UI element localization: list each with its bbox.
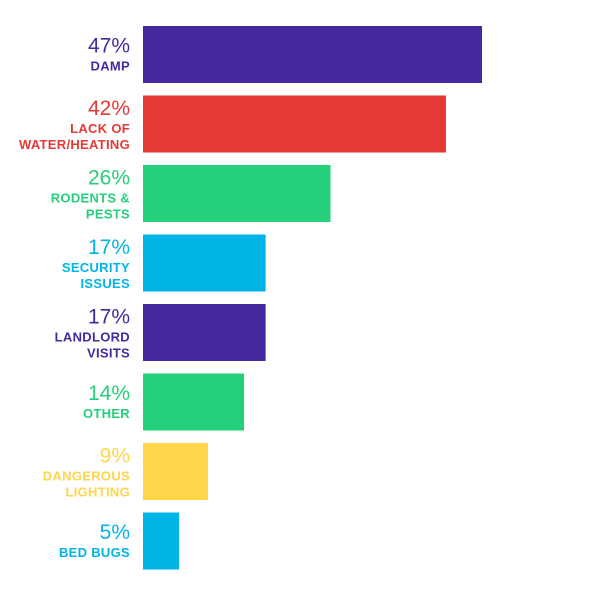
- value-label-5: 14%: [88, 382, 130, 405]
- value-label-4: 17%: [88, 306, 130, 329]
- category-label-6-line-1: LIGHTING: [65, 485, 130, 500]
- category-label-4-line-0: LANDLORD: [55, 330, 130, 345]
- bar-3: [143, 234, 266, 292]
- bar-1: [143, 95, 446, 153]
- bar-0: [143, 26, 482, 83]
- category-label-3-line-1: ISSUES: [81, 276, 131, 291]
- value-label-6: 9%: [100, 445, 130, 468]
- category-label-0-line-0: DAMP: [91, 59, 131, 74]
- category-label-2-line-1: PESTS: [86, 207, 130, 222]
- bar-6: [143, 443, 208, 500]
- category-label-3-line-0: SECURITY: [62, 260, 130, 275]
- category-label-6-line-0: DANGEROUS: [43, 469, 130, 484]
- category-label-4-line-1: VISITS: [87, 346, 130, 361]
- value-label-1: 42%: [88, 97, 130, 120]
- value-label-3: 17%: [88, 236, 130, 259]
- category-label-1-line-0: LACK OF: [70, 121, 130, 136]
- bar-5: [143, 373, 244, 431]
- value-label-2: 26%: [88, 167, 130, 190]
- bar-2: [143, 165, 331, 222]
- category-label-7-line-0: BED BUGS: [59, 545, 130, 560]
- category-label-2-line-0: RODENTS &: [51, 191, 130, 206]
- value-label-7: 5%: [100, 521, 130, 544]
- category-label-1-line-1: WATER/HEATING: [19, 137, 130, 152]
- bar-7: [143, 512, 180, 570]
- category-label-5-line-0: OTHER: [83, 406, 130, 421]
- value-label-0: 47%: [88, 35, 130, 58]
- bar-4: [143, 304, 266, 361]
